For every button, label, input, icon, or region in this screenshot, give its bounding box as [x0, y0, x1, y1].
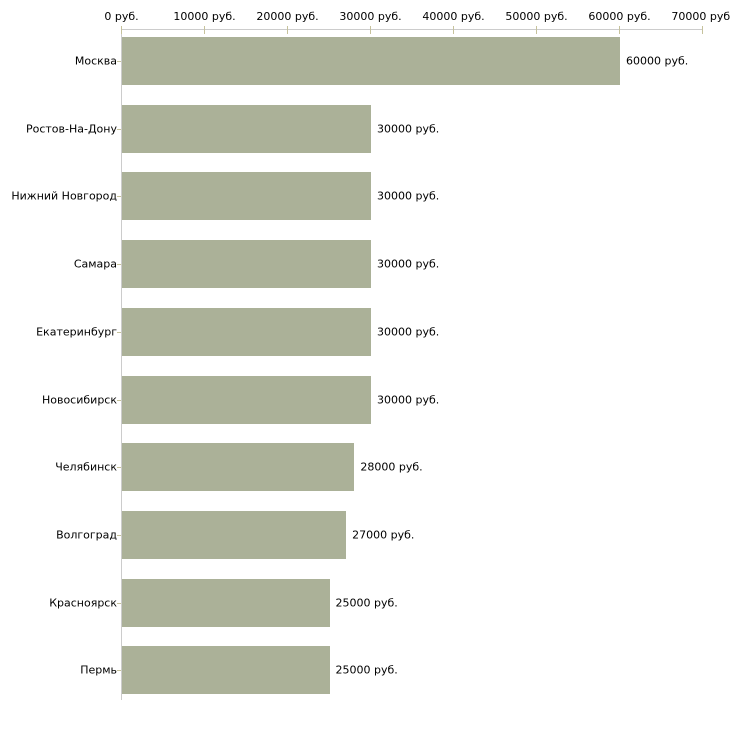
y-tick-mark: [117, 534, 121, 536]
x-tick-label: 20000 руб.: [256, 10, 319, 23]
value-label: 25000 руб.: [335, 663, 398, 677]
category-label: Нижний Новгород: [11, 189, 117, 203]
y-tick-mark: [117, 467, 121, 469]
x-tick-label: 0 руб.: [104, 10, 139, 23]
value-label: 60000 руб.: [626, 54, 689, 68]
bar: [122, 37, 620, 85]
x-tick-mark: [121, 26, 122, 34]
x-tick-label: 60000 руб.: [588, 10, 651, 23]
y-tick-mark: [117, 399, 121, 401]
y-tick-mark: [117, 128, 121, 130]
category-label: Челябинск: [55, 460, 117, 474]
category-label: Новосибирск: [41, 393, 117, 406]
category-label: Ростов-На-Дону: [25, 122, 117, 136]
y-tick-mark: [117, 264, 121, 266]
x-tick-label: 10000 руб.: [173, 10, 236, 23]
x-tick-label: 30000 руб.: [339, 10, 402, 23]
value-label: 30000 руб.: [377, 393, 440, 406]
value-label: 27000 руб.: [352, 528, 415, 542]
category-label: Самара: [73, 257, 117, 271]
category-label: Москва: [74, 54, 117, 68]
category-label: Волгоград: [56, 528, 117, 542]
value-label: 30000 руб.: [377, 257, 440, 271]
category-label: Пермь: [80, 663, 117, 677]
x-tick-label: 50000 руб.: [505, 10, 568, 23]
x-tick-label: 70000 руб.: [671, 10, 730, 23]
bar: [122, 172, 371, 221]
x-tick-mark: [453, 26, 454, 34]
x-tick-mark: [702, 26, 703, 34]
value-label: 25000 руб.: [335, 596, 398, 610]
y-tick-mark: [117, 670, 121, 672]
bar: [122, 104, 371, 153]
x-tick-mark: [536, 26, 537, 34]
x-tick-mark: [287, 26, 288, 34]
bar: [122, 510, 347, 559]
value-label: 30000 руб.: [377, 122, 440, 136]
y-tick-mark: [117, 61, 121, 62]
x-axis-line: [121, 29, 703, 30]
x-tick-mark: [619, 26, 620, 34]
value-label: 30000 руб.: [377, 189, 440, 203]
y-tick-mark: [117, 196, 121, 198]
value-label: 28000 руб.: [360, 460, 423, 474]
bar: [122, 646, 330, 695]
x-tick-mark: [204, 26, 205, 34]
y-tick-mark: [117, 331, 121, 333]
bar: [122, 307, 371, 356]
x-tick-mark: [370, 26, 371, 34]
category-label: Екатеринбург: [36, 325, 117, 339]
x-tick-label: 40000 руб.: [422, 10, 485, 23]
bar: [122, 578, 330, 627]
bar: [122, 240, 371, 289]
value-label: 30000 руб.: [377, 325, 440, 339]
bar: [122, 443, 355, 492]
category-label: Красноярск: [49, 596, 117, 610]
bar: [122, 375, 371, 424]
y-axis-line: [121, 29, 122, 700]
y-tick-mark: [117, 602, 121, 604]
